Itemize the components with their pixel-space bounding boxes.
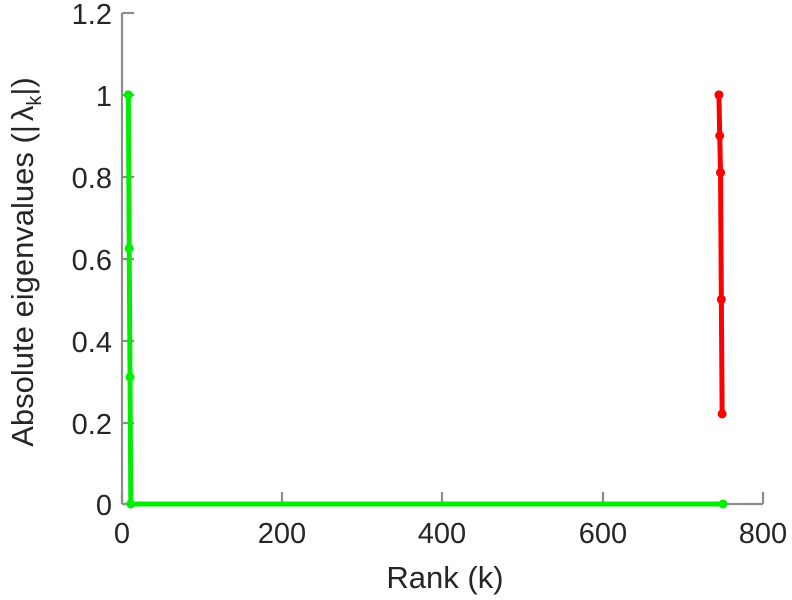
y-axis-title-main: Absolute eigenvalues (|: [5, 125, 40, 447]
y-tick-label-1.2: 1.2: [72, 0, 112, 31]
x-tick-label-800: 800: [739, 518, 787, 550]
x-tick-label-600: 600: [579, 518, 627, 550]
y-tick-label-1: 1: [96, 81, 112, 113]
y-axis-title: Absolute eigenvalues (| λk|): [5, 77, 46, 447]
y-tick-labels: 1.2 1 0.8 0.6 0.4 0.2 0: [72, 0, 112, 522]
series-red-series: [714, 90, 727, 419]
green-series-marker: [123, 90, 133, 100]
red-series-marker: [716, 168, 726, 178]
y-tick-label-0.6: 0.6: [72, 245, 112, 277]
red-series-marker: [717, 409, 727, 419]
red-series-marker: [714, 90, 724, 100]
y-tick-label-0.4: 0.4: [72, 327, 112, 359]
red-series-marker: [715, 131, 725, 141]
y-axis-title-subscript: k: [24, 95, 46, 106]
x-tick-label-0: 0: [114, 518, 130, 550]
y-axis-title-tail: |): [5, 77, 40, 95]
green-series-marker: [125, 372, 135, 382]
red-series-marker: [716, 294, 726, 304]
y-tick-label-0.8: 0.8: [72, 163, 112, 195]
x-tick-label-200: 200: [258, 518, 306, 550]
data-series-layer: [123, 90, 728, 509]
y-tick-label-0: 0: [96, 490, 112, 522]
svg-text:Absolute eigenvalues (|λk|): Absolute eigenvalues (| λk|): [5, 77, 46, 447]
green-series-line: [125, 92, 726, 507]
y-axis-title-lambda: λ: [5, 105, 40, 121]
green-series-marker: [126, 499, 136, 509]
green-series-marker: [124, 243, 134, 253]
series-green-series: [123, 90, 728, 509]
green-series-marker: [718, 499, 728, 509]
x-tick-label-400: 400: [418, 518, 466, 550]
red-series-line: [716, 92, 725, 417]
y-tick-label-0.2: 0.2: [72, 409, 112, 441]
x-axis-title: Rank (k): [386, 560, 503, 595]
x-tick-labels: 0 200 400 600 800: [114, 518, 787, 550]
